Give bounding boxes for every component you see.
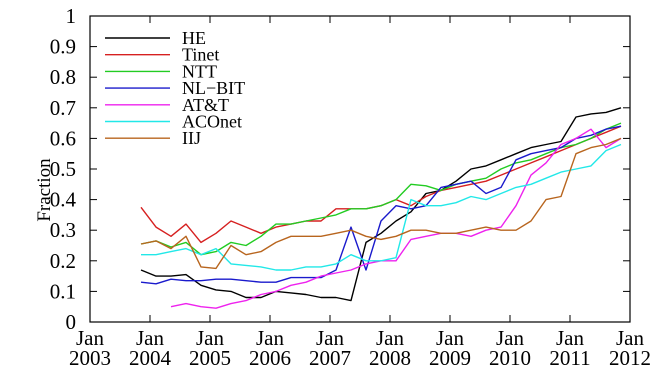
plot-area — [140, 107, 622, 309]
series-line-5 — [141, 143, 622, 271]
x-tick-label-month: Jan — [196, 326, 224, 350]
x-tick-label-month: Jan — [376, 326, 404, 350]
y-tick-label: 0.7 — [50, 96, 76, 120]
x-tick-label-month: Jan — [316, 326, 344, 350]
y-tick-label: 0.9 — [50, 35, 76, 59]
x-tick-label-year: 2004 — [129, 346, 172, 370]
series-line-3 — [140, 125, 622, 285]
x-tick-label-month: Jan — [616, 326, 644, 350]
y-tick-label: 0.2 — [50, 249, 76, 273]
y-tick-label: 0.6 — [50, 126, 76, 150]
x-tick-label-month: Jan — [76, 326, 104, 350]
x-tick-label-month: Jan — [496, 326, 524, 350]
y-tick-label: 0 — [66, 310, 77, 334]
x-tick-label-month: Jan — [436, 326, 464, 350]
legend-label-5: ACOnet — [182, 112, 242, 132]
x-tick-label-year: 2008 — [369, 346, 411, 370]
x-tick-label-year: 2009 — [429, 346, 471, 370]
y-tick-label: 0.5 — [50, 157, 76, 181]
x-tick-label-year: 2007 — [309, 346, 351, 370]
x-tick-label-year: 2010 — [489, 346, 531, 370]
x-tick-label-month: Jan — [136, 326, 164, 350]
y-axis-label: Fraction — [34, 158, 55, 222]
y-tick-label: 0.1 — [50, 279, 76, 303]
legend-label-0: HE — [182, 28, 206, 48]
y-tick-label: 0.3 — [50, 218, 76, 242]
y-tick-label: 1 — [66, 4, 77, 28]
series-line-2 — [140, 122, 622, 256]
x-tick-label-month: Jan — [256, 326, 284, 350]
series-line-4 — [170, 128, 622, 309]
x-tick-label-year: 2005 — [189, 346, 231, 370]
x-tick-label-year: 2011 — [549, 346, 590, 370]
legend-label-1: Tinet — [182, 45, 219, 65]
x-tick-label-year: 2006 — [249, 346, 291, 370]
y-tick-label: 0.4 — [50, 188, 77, 212]
series-line-6 — [140, 137, 622, 270]
x-tick-label-month: Jan — [556, 326, 584, 350]
series-line-0 — [140, 107, 622, 302]
legend-label-3: NL−BIT — [182, 78, 245, 98]
legend-label-6: IIJ — [182, 128, 201, 148]
axes: 00.10.20.30.40.50.60.70.80.91Jan2003Jan2… — [50, 4, 651, 370]
x-tick-label-year: 2003 — [69, 346, 111, 370]
x-tick-label-year: 2012 — [609, 346, 651, 370]
legend-label-4: AT&T — [182, 95, 229, 115]
legend-label-2: NTT — [182, 61, 217, 81]
y-tick-label: 0.8 — [50, 65, 76, 89]
